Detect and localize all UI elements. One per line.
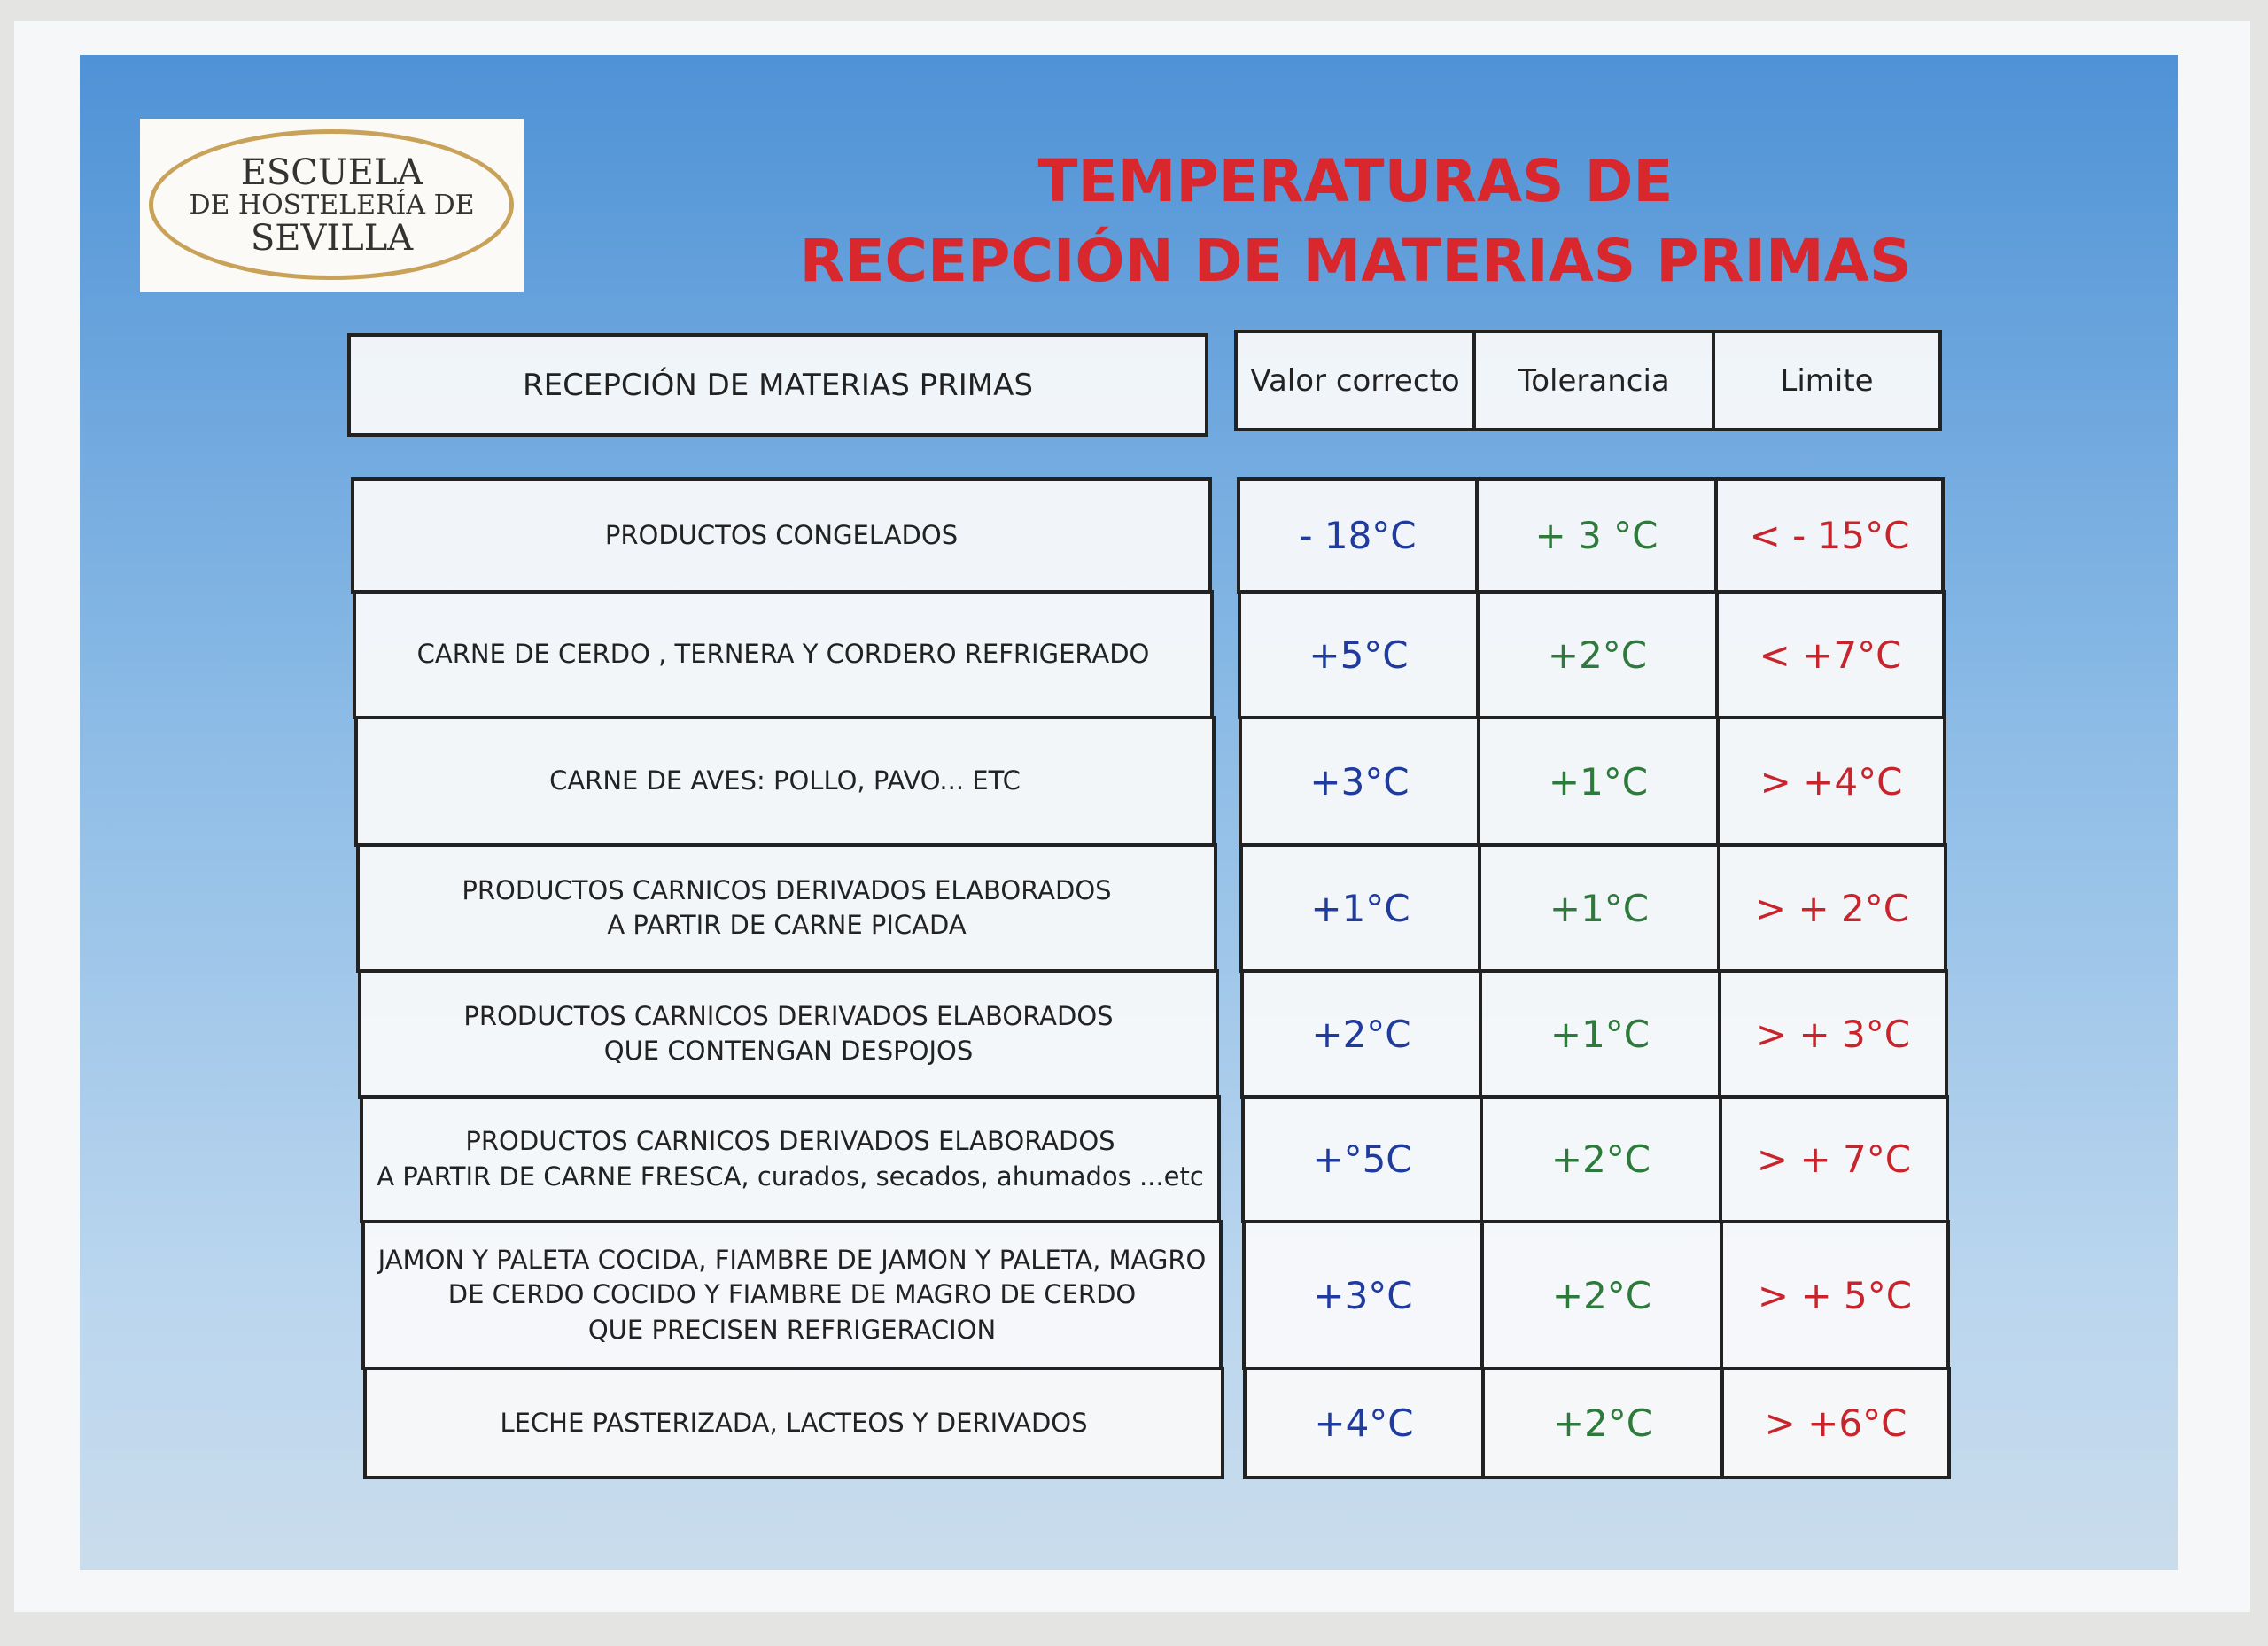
limit-text: > +4°C [1759,759,1903,804]
limit-text: < - 15°C [1749,514,1910,557]
product-text: QUE CONTENGAN DESPOJOS [603,1036,974,1066]
product-text: CARNE DE AVES: POLLO, PAVO... ETC [549,765,1021,796]
tolerance-cell: +2°C [1476,590,1719,719]
product-text: PRODUCTOS CARNICOS DERIVADOS ELABORADOS [462,874,1112,905]
limit-cell: < +7°C [1715,590,1946,719]
value-text: +°5C [1312,1137,1412,1181]
title-line: RECEPCIÓN DE MATERIAS PRIMAS [799,227,1912,295]
product-cell: LECHE PASTERIZADA, LACTEOS Y DERIVADOS [363,1367,1224,1479]
header-text: RECEPCIÓN DE MATERIAS PRIMAS [523,367,1033,403]
value-text: +4°C [1314,1401,1414,1445]
limit-text: > + 5°C [1757,1273,1913,1317]
tolerance-text: +1°C [1548,759,1649,804]
limit-text: > + 2°C [1754,886,1910,930]
value-text: +5°C [1309,633,1409,677]
value-text: - 18°C [1299,514,1417,557]
limit-cell: > +6°C [1720,1367,1951,1479]
value-cell: +4°C [1243,1367,1485,1479]
header-text: Limite [1780,362,1874,399]
header-cell: Limite [1712,330,1942,431]
limit-cell: > + 5°C [1720,1220,1950,1370]
value-cell: +2°C [1240,969,1482,1099]
limit-cell: < - 15°C [1714,477,1945,594]
tolerance-text: +2°C [1551,1273,1652,1317]
value-text: +1°C [1310,886,1410,930]
tolerance-text: +2°C [1547,633,1648,677]
product-text: PRODUCTOS CARNICOS DERIVADOS ELABORADOS [465,1126,1115,1157]
product-text: A PARTIR DE CARNE PICADA [607,910,967,940]
limit-text: > + 7°C [1756,1137,1912,1181]
value-text: +3°C [1313,1273,1413,1317]
tolerance-cell: +2°C [1481,1367,1724,1479]
logo-text: ESCUELA [240,152,423,194]
limit-cell: > + 2°C [1717,843,1947,973]
product-cell: PRODUCTOS CARNICOS DERIVADOS ELABORADOS A… [356,843,1217,973]
value-cell: +1°C [1239,843,1481,973]
limit-text: < +7°C [1759,633,1902,677]
value-cell: - 18°C [1237,477,1479,594]
product-text: A PARTIR DE CARNE FRESCA, curados, secad… [377,1161,1204,1192]
logo-ring [149,129,514,280]
header-cell: Valor correcto [1234,330,1476,431]
header-text: Tolerancia [1518,362,1670,399]
logo: ESCUELA DE HOSTELERÍA DE SEVILLA [140,119,524,292]
value-cell: +3°C [1239,716,1480,847]
limit-text: > +6°C [1764,1401,1907,1445]
tolerance-cell: +1°C [1479,969,1721,1099]
product-text: LECHE PASTERIZADA, LACTEOS Y DERIVADOS [500,1407,1088,1438]
tolerance-text: +1°C [1549,886,1650,930]
value-text: +3°C [1309,759,1410,804]
product-cell: PRODUCTOS CARNICOS DERIVADOS ELABORADOS Q… [358,969,1219,1099]
tolerance-text: +1°C [1550,1012,1651,1056]
product-text: PRODUCTOS CARNICOS DERIVADOS ELABORADOS [463,1000,1114,1031]
limit-cell: > + 3°C [1718,969,1948,1099]
tolerance-cell: +2°C [1480,1220,1723,1370]
header-cell: Tolerancia [1472,330,1715,431]
product-text: DE CERDO COCIDO Y FIAMBRE DE MAGRO DE CE… [447,1279,1137,1310]
tolerance-text: + 3 °C [1534,514,1658,557]
tolerance-text: +2°C [1550,1137,1651,1181]
product-cell: JAMON Y PALETA COCIDA, FIAMBRE DE JAMON … [361,1220,1223,1370]
tolerance-cell: +2°C [1480,1095,1722,1223]
logo-text: DE HOSTELERÍA DE [189,190,475,221]
value-text: +2°C [1311,1012,1411,1056]
product-cell: CARNE DE CERDO , TERNERA Y CORDERO REFRI… [353,590,1214,719]
product-text: PRODUCTOS CONGELADOS [604,519,959,550]
value-cell: +3°C [1242,1220,1484,1370]
value-cell: +5°C [1238,590,1480,719]
tolerance-cell: +1°C [1477,716,1720,847]
product-text: CARNE DE CERDO , TERNERA Y CORDERO REFRI… [416,639,1150,670]
product-text: JAMON Y PALETA COCIDA, FIAMBRE DE JAMON … [377,1245,1207,1276]
tolerance-cell: +1°C [1478,843,1720,973]
product-cell: CARNE DE AVES: POLLO, PAVO... ETC [354,716,1216,847]
title-line: TEMPERATURAS DE [1037,147,1674,215]
logo-text: SEVILLA [250,217,414,259]
value-cell: +°5C [1241,1095,1483,1223]
limit-text: > + 3°C [1755,1012,1911,1056]
limit-cell: > + 7°C [1719,1095,1949,1223]
product-text: QUE PRECISEN REFRIGERACION [587,1314,997,1345]
tolerance-cell: + 3 °C [1475,477,1718,594]
product-cell: PRODUCTOS CONGELADOS [351,477,1212,594]
header-cell: RECEPCIÓN DE MATERIAS PRIMAS [347,333,1208,437]
tolerance-text: +2°C [1552,1401,1653,1445]
header-text: Valor correcto [1250,362,1460,399]
product-cell: PRODUCTOS CARNICOS DERIVADOS ELABORADOS A… [360,1095,1221,1223]
limit-cell: > +4°C [1716,716,1946,847]
